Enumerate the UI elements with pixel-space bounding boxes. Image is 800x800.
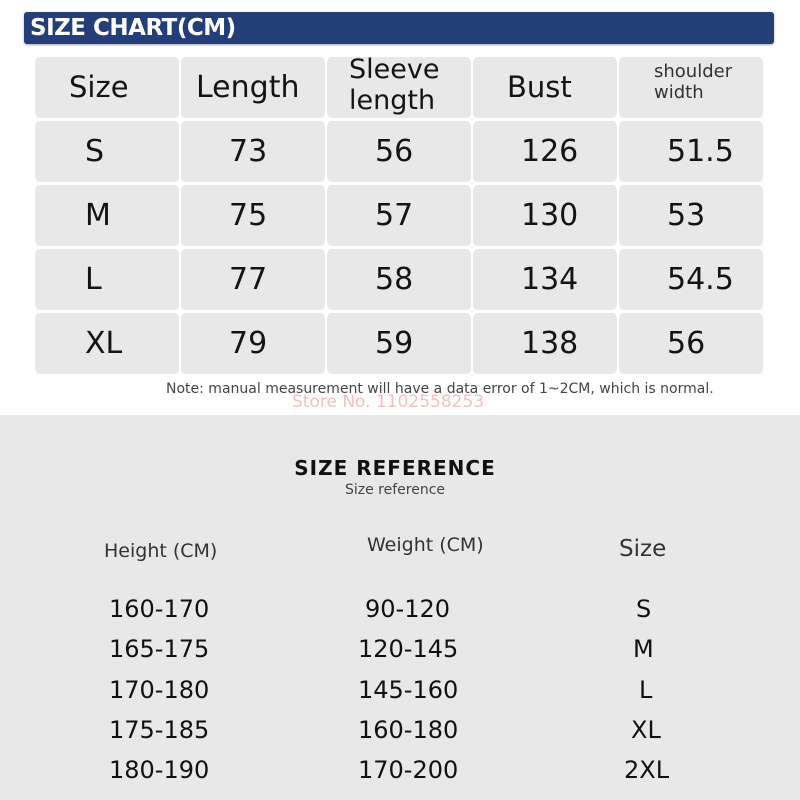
table-cell-length: 75	[181, 185, 325, 246]
reference-cell-weight: 90-120	[365, 595, 451, 623]
table-cell-sleeve-length: 58	[327, 249, 471, 310]
table-cell-shoulder-width: 56	[619, 313, 763, 374]
table-cell-size: XL	[35, 313, 179, 374]
table-cell-bust: 134	[473, 249, 617, 310]
reference-cell-height: 175-185	[109, 716, 210, 744]
reference-cell-size: M	[633, 635, 654, 663]
column-header-sleeve-length: Sleeve length	[327, 54, 471, 118]
reference-cell-size: XL	[631, 716, 661, 744]
table-cell-bust: 130	[473, 185, 617, 246]
table-cell-bust: 126	[473, 121, 617, 182]
size-chart-table: Size Length Sleeve length Bust shoulder …	[35, 54, 763, 374]
column-header-length: Length	[181, 57, 325, 118]
reference-cell-height: 180-190	[109, 756, 210, 784]
store-watermark: Store No. 1102558253	[292, 392, 485, 412]
reference-cell-height: 160-170	[109, 595, 210, 623]
table-cell-size: M	[35, 185, 179, 246]
table-cell-size: S	[35, 121, 179, 182]
column-header-size: Size	[35, 57, 179, 118]
table-cell-length: 79	[181, 313, 325, 374]
size-chart-title: SIZE CHART(CM)	[30, 15, 236, 41]
size-reference-panel: SIZE REFERENCE Size reference Height (CM…	[0, 415, 800, 800]
reference-cell-weight: 145-160	[358, 676, 459, 704]
reference-cell-size: L	[639, 676, 653, 704]
table-cell-shoulder-width: 53	[619, 185, 763, 246]
reference-cell-weight: 170-200	[358, 756, 459, 784]
reference-header-height: Height (CM)	[104, 540, 218, 562]
reference-header-weight: Weight (CM)	[367, 534, 484, 556]
reference-cell-height: 165-175	[109, 635, 210, 663]
table-cell-sleeve-length: 57	[327, 185, 471, 246]
table-cell-length: 73	[181, 121, 325, 182]
size-chart-header-bar: SIZE CHART(CM)	[24, 12, 774, 44]
table-cell-sleeve-length: 59	[327, 313, 471, 374]
reference-cell-height: 170-180	[109, 676, 210, 704]
table-cell-size: L	[35, 249, 179, 310]
measurement-note: Note: manual measurement will have a dat…	[166, 381, 714, 397]
table-cell-length: 77	[181, 249, 325, 310]
size-reference-subtitle: Size reference	[344, 482, 446, 498]
table-cell-sleeve-length: 56	[327, 121, 471, 182]
column-header-bust: Bust	[473, 57, 617, 118]
column-header-shoulder-width: shoulder width	[619, 57, 763, 118]
reference-cell-weight: 120-145	[358, 635, 459, 663]
reference-cell-weight: 160-180	[358, 716, 459, 744]
reference-cell-size: 2XL	[624, 756, 670, 784]
table-cell-shoulder-width: 51.5	[619, 121, 763, 182]
reference-header-size: Size	[619, 536, 667, 562]
table-cell-bust: 138	[473, 313, 617, 374]
table-cell-shoulder-width: 54.5	[619, 249, 763, 310]
size-reference-title: SIZE REFERENCE	[294, 456, 496, 480]
reference-cell-size: S	[636, 595, 652, 623]
